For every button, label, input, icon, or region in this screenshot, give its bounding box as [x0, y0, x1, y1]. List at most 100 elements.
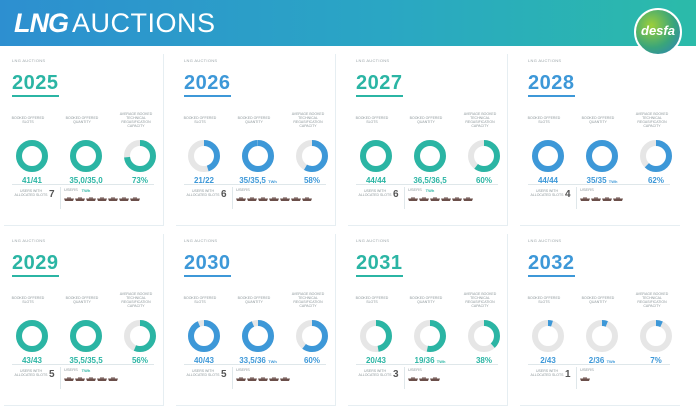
quantity-value: 2/36 TWh [588, 356, 616, 365]
lng-ship-icon [280, 377, 290, 381]
slots-label: BOOKED OFFERED SLOTS [527, 296, 561, 304]
ring-fill [124, 320, 156, 352]
quantity-label: BOOKED OFFERED QUANTITY [237, 116, 271, 124]
capacity-label: AVERAGE BOOKED TECHNICAL REGASIFICATION … [635, 292, 669, 308]
ships-row [408, 197, 474, 205]
year-card: LNG AUCTIONS 2026 BOOKED OFFERED SLOTS B… [176, 54, 336, 226]
ships-row [64, 197, 141, 205]
slots-donut [16, 140, 48, 172]
slots-label: BOOKED OFFERED SLOTS [183, 116, 217, 124]
slots-value: 44/44 [537, 176, 559, 185]
lng-ship-icon [75, 377, 85, 381]
users-caption: USERS [64, 187, 78, 192]
slots-value: 21/22 [193, 176, 215, 185]
capacity-value: 73% [131, 176, 148, 185]
ring-fill [640, 140, 672, 172]
users-divider [232, 367, 233, 389]
quantity-label: BOOKED OFFERED QUANTITY [409, 296, 443, 304]
users-section: USERS WITH ALLOCATED SLOTS 7 USERS [12, 184, 154, 213]
ring-fill [296, 320, 328, 352]
ring-track [586, 320, 618, 352]
slots-donut [360, 140, 392, 172]
cell-caption: LNG AUCTIONS [184, 58, 218, 63]
quantity-donut [586, 320, 618, 352]
capacity-donut [468, 320, 500, 352]
year-heading: 2027 [356, 72, 403, 97]
lng-ship-icon [64, 377, 74, 381]
users-section: USERS WITH ALLOCATED SLOTS 6 USERS [356, 184, 498, 213]
slots-donut [188, 140, 220, 172]
slots-value: 43/43 [21, 356, 43, 365]
users-label: USERS WITH ALLOCATED SLOTS [530, 369, 564, 377]
capacity-label: AVERAGE BOOKED TECHNICAL REGASIFICATION … [291, 292, 325, 308]
lng-ship-icon [613, 197, 623, 201]
ring-fill [296, 140, 328, 172]
capacity-donut [296, 320, 328, 352]
lng-ship-icon [97, 197, 107, 201]
year-heading: 2026 [184, 72, 231, 97]
year-card: LNG AUCTIONS 2031 BOOKED OFFERED SLOTS B… [348, 234, 508, 406]
slots-value: 44/44 [365, 176, 387, 185]
capacity-value: 60% [475, 176, 492, 185]
slots-label: BOOKED OFFERED SLOTS [11, 296, 45, 304]
lng-ship-icon [419, 197, 429, 201]
quantity-label: BOOKED OFFERED QUANTITY [409, 116, 443, 124]
users-label: USERS WITH ALLOCATED SLOTS [186, 189, 220, 197]
users-count: 3 [393, 369, 399, 380]
slots-donut [360, 320, 392, 352]
users-caption: USERS [408, 367, 422, 372]
lng-ship-icon [86, 197, 96, 201]
ring-fill [70, 140, 102, 172]
lng-ship-icon [236, 197, 246, 201]
ring-fill [242, 320, 274, 352]
users-section: USERS WITH ALLOCATED SLOTS 3 USERS [356, 364, 498, 393]
users-count: 1 [565, 369, 571, 380]
quantity-donut [242, 320, 274, 352]
lng-ship-icon [580, 377, 590, 381]
auction-year-grid: LNG AUCTIONS 2025 BOOKED OFFERED SLOTS B… [4, 54, 694, 418]
ships-row [236, 197, 313, 205]
users-count: 6 [393, 189, 399, 200]
lng-ship-icon [247, 197, 257, 201]
year-heading: 2031 [356, 252, 403, 277]
capacity-label: AVERAGE BOOKED TECHNICAL REGASIFICATION … [463, 292, 497, 308]
capacity-label: AVERAGE BOOKED TECHNICAL REGASIFICATION … [119, 292, 153, 308]
capacity-value: 56% [131, 356, 148, 365]
lng-ship-icon [291, 197, 301, 201]
ships-row [580, 197, 624, 205]
users-caption: USERS [580, 187, 594, 192]
quantity-label: BOOKED OFFERED QUANTITY [581, 116, 615, 124]
users-section: USERS WITH ALLOCATED SLOTS 5 USERS [12, 364, 154, 393]
cell-caption: LNG AUCTIONS [528, 58, 562, 63]
capacity-donut [640, 320, 672, 352]
capacity-value: 60% [303, 356, 320, 365]
quantity-donut [242, 140, 274, 172]
quantity-label: BOOKED OFFERED QUANTITY [65, 116, 99, 124]
users-section: USERS WITH ALLOCATED SLOTS 1 USERS [528, 364, 670, 393]
lng-ship-icon [430, 197, 440, 201]
users-count: 5 [221, 369, 227, 380]
lng-ship-icon [75, 197, 85, 201]
slots-value: 41/41 [21, 176, 43, 185]
cell-caption: LNG AUCTIONS [184, 238, 218, 243]
year-heading: 2025 [12, 72, 59, 97]
lng-ship-icon [280, 197, 290, 201]
ring-fill [414, 140, 446, 172]
logo-text: desfa [641, 23, 675, 38]
ring-fill [532, 320, 564, 352]
ships-row [408, 377, 441, 385]
users-divider [576, 367, 577, 389]
capacity-donut [124, 140, 156, 172]
slots-value: 20/43 [365, 356, 387, 365]
slots-donut [532, 320, 564, 352]
ring-fill [360, 320, 392, 352]
lng-ship-icon [269, 377, 279, 381]
year-heading: 2029 [12, 252, 59, 277]
slots-donut [16, 320, 48, 352]
title-lng: LNG [14, 8, 69, 38]
capacity-value: 62% [647, 176, 664, 185]
ring-fill [640, 320, 672, 352]
users-count: 5 [49, 369, 55, 380]
quantity-value: 35/35,5 TWh [239, 176, 277, 185]
lng-ship-icon [258, 197, 268, 201]
